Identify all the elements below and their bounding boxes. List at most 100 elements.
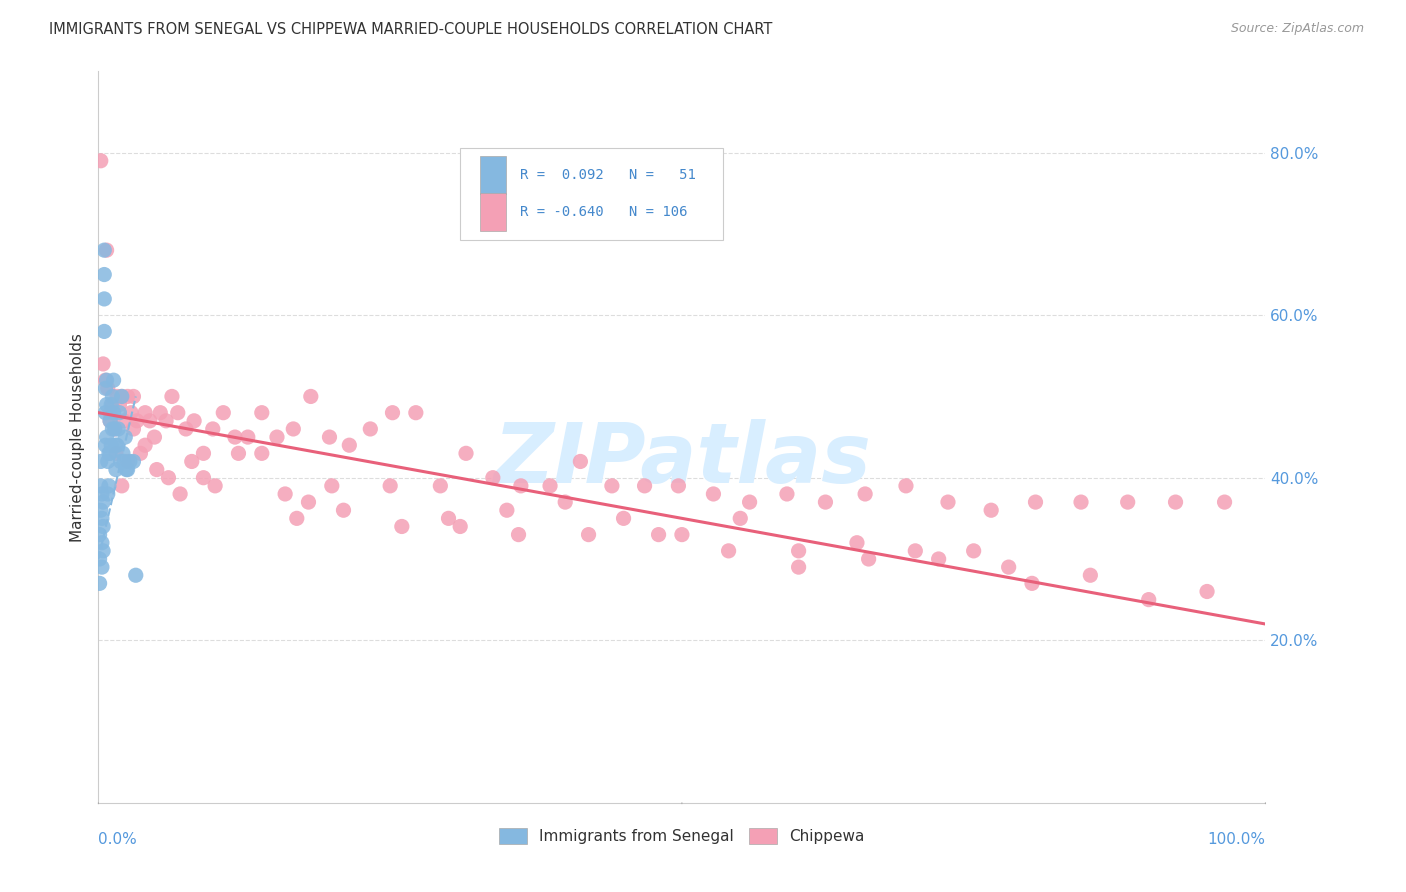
Point [180, 454, 202, 468]
Point [1164, 495, 1187, 509]
Point [89, 552, 111, 566]
Point [980, 503, 1002, 517]
Text: ZIPatlas: ZIPatlas [494, 418, 870, 500]
Point [437, 511, 460, 525]
Point [125, 414, 148, 428]
Point [143, 430, 166, 444]
Text: R = -0.640   N = 106: R = -0.640 N = 106 [520, 205, 688, 219]
Point [1021, 576, 1043, 591]
Point [853, 487, 876, 501]
Point [1024, 495, 1046, 509]
Point [122, 389, 145, 403]
Point [97, 487, 120, 501]
Point [90, 560, 112, 574]
FancyBboxPatch shape [479, 194, 506, 231]
Point [107, 422, 129, 436]
Point [91, 519, 114, 533]
Point [1080, 568, 1102, 582]
Point [104, 438, 127, 452]
Point [174, 422, 197, 436]
FancyBboxPatch shape [479, 156, 506, 194]
Point [129, 446, 152, 460]
Point [90, 503, 112, 517]
Point [846, 535, 869, 549]
Point [814, 495, 837, 509]
Point [283, 422, 305, 436]
Point [100, 398, 122, 412]
Point [509, 479, 531, 493]
Point [115, 462, 138, 476]
Point [105, 438, 128, 452]
Point [266, 430, 288, 444]
Point [633, 479, 655, 493]
Point [120, 406, 142, 420]
Point [201, 422, 224, 436]
Point [89, 527, 111, 541]
Point [613, 511, 636, 525]
Point [134, 406, 156, 420]
Point [104, 462, 127, 476]
Point [299, 389, 322, 403]
Point [149, 406, 172, 420]
Point [332, 503, 354, 517]
Point [139, 414, 162, 428]
Point [94, 381, 117, 395]
Point [94, 438, 117, 452]
Point [104, 422, 127, 436]
Point [858, 552, 880, 566]
Point [738, 495, 761, 509]
Point [98, 414, 121, 428]
Point [359, 422, 381, 436]
Point [449, 519, 471, 533]
Point [730, 511, 752, 525]
Point [204, 479, 226, 493]
Point [274, 487, 297, 501]
Point [105, 389, 128, 403]
Point [146, 462, 169, 476]
Point [98, 406, 121, 420]
Point [193, 446, 215, 460]
Point [98, 414, 121, 428]
Point [787, 560, 810, 574]
Point [776, 487, 799, 501]
Point [1195, 584, 1218, 599]
Point [111, 389, 134, 403]
Point [1137, 592, 1160, 607]
Point [122, 422, 145, 436]
Point [103, 406, 125, 420]
Point [117, 454, 139, 468]
Point [89, 576, 111, 591]
Point [97, 479, 120, 493]
Point [101, 398, 124, 412]
Point [104, 446, 127, 460]
Point [97, 446, 120, 460]
Point [482, 471, 505, 485]
Point [183, 414, 205, 428]
Text: IMMIGRANTS FROM SENEGAL VS CHIPPEWA MARRIED-COUPLE HOUSEHOLDS CORRELATION CHART: IMMIGRANTS FROM SENEGAL VS CHIPPEWA MARR… [49, 22, 772, 37]
Point [94, 373, 117, 387]
Point [91, 357, 114, 371]
Point [90, 535, 112, 549]
Point [391, 519, 413, 533]
Point [108, 406, 131, 420]
Point [554, 495, 576, 509]
Point [90, 153, 112, 168]
Point [702, 487, 724, 501]
Point [157, 471, 180, 485]
Point [93, 292, 115, 306]
Text: 0.0%: 0.0% [98, 832, 138, 847]
Point [454, 446, 477, 460]
Point [318, 430, 340, 444]
Point [1070, 495, 1092, 509]
Point [93, 268, 115, 282]
Point [97, 454, 120, 468]
Point [112, 454, 135, 468]
Point [250, 406, 273, 420]
Point [405, 406, 427, 420]
FancyBboxPatch shape [460, 148, 723, 240]
Text: R =  0.092   N =   51: R = 0.092 N = 51 [520, 169, 696, 182]
Point [1213, 495, 1236, 509]
Point [101, 389, 124, 403]
Point [429, 479, 451, 493]
Point [90, 511, 112, 525]
